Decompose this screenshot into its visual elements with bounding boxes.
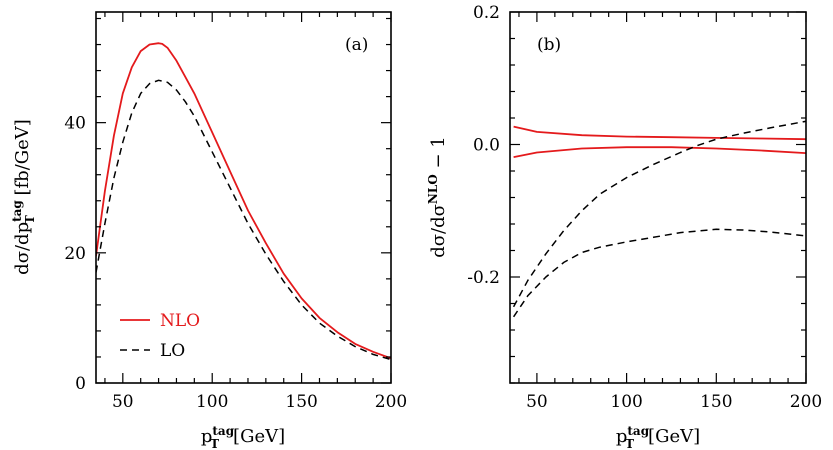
panel-b-series-nlo-lower [513, 146, 806, 158]
panel-b-x-axis-label: ptag T [GeV] [616, 424, 700, 450]
panel-a-y-label-pre: dσ/dp [12, 222, 33, 275]
panel-b-marks [512, 120, 806, 318]
panel-b-tag: (b) [537, 35, 561, 55]
panel-b-ticks: 50 100 150 200 -0.2 0.0 0.2 [467, 3, 822, 412]
panel-a-y-axis-label: dσ/dptagT [fb/GeV] [10, 119, 37, 275]
panel-a-ticks: 50 100 150 200 0 20 40 [64, 12, 407, 412]
panel-a-legend: NLO LO [120, 311, 200, 361]
panel-a-ytick-label-1: 20 [64, 244, 86, 264]
panel-a-y-label-sub: T [23, 215, 37, 224]
panel-a-xtick-label-100: 100 [196, 392, 228, 412]
panel-a-ytick-label-2: 40 [64, 114, 86, 134]
panel-a-frame [95, 11, 392, 384]
panel-b-y-label-rest: − 1 [428, 136, 449, 174]
panel-a-series-lo [96, 79, 391, 361]
panel-b-series-lo-lower [512, 228, 806, 318]
panel-b-x-label-main: p [616, 426, 628, 447]
panel-a-x-label-rest: [GeV] [233, 426, 285, 447]
panel-b-xtick-label-100: 100 [610, 392, 642, 412]
panel-b-series-lo-upper [512, 120, 806, 308]
panel-b-series-nlo-upper [513, 125, 806, 141]
panel-b-x-label-rest: [GeV] [648, 426, 700, 447]
panel-b-ytick-label-2: 0.2 [473, 3, 500, 23]
panel-b: 50 100 150 200 -0.2 0.0 0.2 (b) ptag T [GeV] dσ/… [426, 3, 822, 450]
panel-a-tag: (a) [345, 35, 368, 55]
panel-a-ytick-label-0: 0 [75, 374, 86, 394]
panel-b-y-label-pre: dσ/dσ [428, 204, 449, 258]
panel-a-marks [96, 42, 391, 361]
panel-a-x-label-sup: tag [212, 424, 234, 438]
panel-a-legend-label-nlo: NLO [160, 311, 200, 331]
panel-a-legend-label-lo: LO [160, 341, 185, 361]
panel-b-xtick-label-50: 50 [526, 392, 548, 412]
panel-a-x-label-sub: T [210, 437, 219, 450]
panel-b-y-axis-label: dσ/dσNLO − 1 [426, 136, 449, 258]
panel-a-series-nlo [96, 42, 391, 360]
panel-b-frame [509, 11, 807, 384]
panel-b-x-label-sup: tag [627, 424, 649, 438]
panel-a-y-label-rest: [fb/GeV] [12, 119, 33, 201]
panel-b-xtick-label-150: 150 [700, 392, 732, 412]
panel-a-x-label-main: p [201, 426, 213, 447]
panel-b-ytick-label-1: 0.0 [473, 136, 500, 156]
panel-a-xtick-label-150: 150 [285, 392, 317, 412]
panel-b-x-label-sub: T [625, 437, 634, 450]
panel-b-xtick-label-200: 200 [790, 392, 822, 412]
panel-a-xtick-label-200: 200 [375, 392, 407, 412]
panel-a-xtick-label-50: 50 [112, 392, 134, 412]
panel-b-ytick-label-0: -0.2 [467, 268, 500, 288]
panel-b-y-label-sup: NLO [426, 174, 440, 204]
panel-a-x-axis-label: ptag T [GeV] [201, 424, 285, 450]
panel-a-y-label-sup: tag [10, 200, 24, 222]
